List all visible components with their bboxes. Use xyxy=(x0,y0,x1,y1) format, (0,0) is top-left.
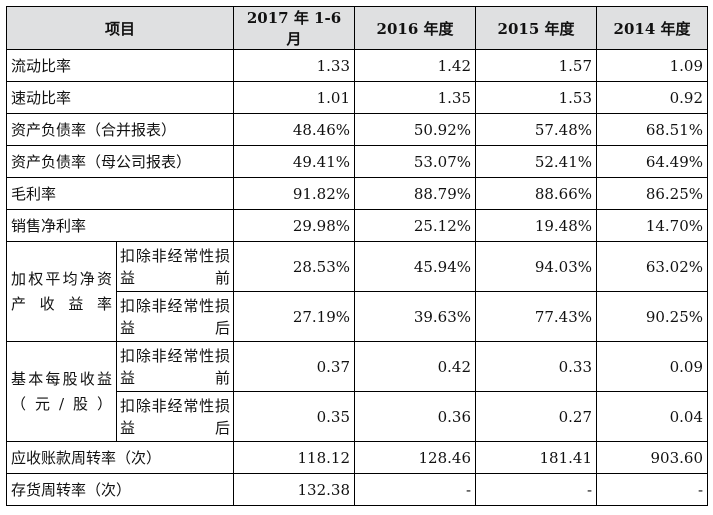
cell-value: 118.12 xyxy=(233,441,356,474)
header-row: 项目 2017 年 1-6 月 2016 年度 2015 年度 2014 年度 xyxy=(5,6,709,50)
row-label: 速动比率 xyxy=(5,81,235,114)
cell-value: 0.09 xyxy=(596,341,709,392)
cell-value: 0.27 xyxy=(475,391,598,442)
cell-value: 1.01 xyxy=(233,81,356,114)
row-label: 应收账款周转率（次） xyxy=(5,441,235,474)
cell-value: 91.82% xyxy=(233,177,356,210)
table-row: 扣除非经常性损益后 27.19% 39.63% 77.43% 90.25% xyxy=(7,291,709,342)
cell-value: 63.02% xyxy=(596,241,709,292)
group-label-roe: 加权平均净资产收益率 xyxy=(6,241,117,342)
cell-value: 52.41% xyxy=(475,145,598,178)
table-row: 资产负债率（母公司报表） 49.41% 53.07% 52.41% 64.49% xyxy=(5,145,709,178)
row-label: 资产负债率（母公司报表） xyxy=(5,145,235,178)
cell-value: 14.70% xyxy=(596,209,709,242)
cell-value: 1.57 xyxy=(475,49,598,82)
table-row: 基本每股收益（元/股） 扣除非经常性损益前 0.37 0.42 0.33 0.0… xyxy=(6,341,709,442)
header-item: 项目 xyxy=(5,6,235,50)
cell-value: 1.42 xyxy=(354,49,477,82)
cell-value: 132.38 xyxy=(233,473,356,506)
group-label-eps: 基本每股收益（元/股） xyxy=(6,341,117,442)
cell-value: 0.92 xyxy=(596,81,709,114)
cell-value: 50.92% xyxy=(354,113,477,146)
cell-value: 88.79% xyxy=(354,177,477,210)
table-row: 存货周转率（次） 132.38 - - - xyxy=(5,473,709,506)
table-row: 应收账款周转率（次） 118.12 128.46 181.41 903.60 xyxy=(5,441,709,474)
cell-value: 88.66% xyxy=(475,177,598,210)
cell-value: 57.48% xyxy=(475,113,598,146)
cell-value: 45.94% xyxy=(354,241,477,292)
header-period: 2016 年度 xyxy=(354,6,477,50)
row-label: 流动比率 xyxy=(5,49,235,82)
table-row: 速动比率 1.01 1.35 1.53 0.92 xyxy=(5,81,709,114)
header-period: 2015 年度 xyxy=(475,6,598,50)
table-row: 加权平均净资产收益率 扣除非经常性损益前 28.53% 45.94% 94.03… xyxy=(6,241,709,342)
cell-value: 53.07% xyxy=(354,145,477,178)
cell-value: 128.46 xyxy=(354,441,477,474)
row-label: 毛利率 xyxy=(5,177,235,210)
cell-value: 90.25% xyxy=(596,291,709,342)
cell-value: - xyxy=(475,473,598,506)
cell-value: - xyxy=(596,473,709,506)
cell-value: 1.35 xyxy=(354,81,477,114)
sub-label: 扣除非经常性损益后 xyxy=(115,391,235,442)
cell-value: 0.37 xyxy=(233,341,356,392)
sub-label: 扣除非经常性损益后 xyxy=(115,291,235,342)
table-row: 毛利率 91.82% 88.79% 88.66% 86.25% xyxy=(5,177,709,210)
row-label: 资产负债率（合并报表） xyxy=(5,113,235,146)
cell-value: 0.33 xyxy=(475,341,598,392)
cell-value: 27.19% xyxy=(233,291,356,342)
sub-label: 扣除非经常性损益前 xyxy=(115,241,235,292)
cell-value: 1.09 xyxy=(596,49,709,82)
cell-value: 39.63% xyxy=(354,291,477,342)
cell-value: - xyxy=(354,473,477,506)
cell-value: 28.53% xyxy=(233,241,356,292)
cell-value: 48.46% xyxy=(233,113,356,146)
cell-value: 0.04 xyxy=(596,391,709,442)
cell-value: 86.25% xyxy=(596,177,709,210)
cell-value: 64.49% xyxy=(596,145,709,178)
header-period: 2017 年 1-6 月 xyxy=(233,6,356,50)
cell-value: 25.12% xyxy=(354,209,477,242)
row-label: 销售净利率 xyxy=(5,209,235,242)
header-period: 2014 年度 xyxy=(596,6,709,50)
cell-value: 181.41 xyxy=(475,441,598,474)
sub-label: 扣除非经常性损益前 xyxy=(115,341,235,392)
cell-value: 0.42 xyxy=(354,341,477,392)
table-row: 资产负债率（合并报表） 48.46% 50.92% 57.48% 68.51% xyxy=(5,113,709,146)
table-row: 扣除非经常性损益后 0.35 0.36 0.27 0.04 xyxy=(7,391,709,442)
cell-value: 29.98% xyxy=(233,209,356,242)
cell-value: 1.53 xyxy=(475,81,598,114)
cell-value: 903.60 xyxy=(596,441,709,474)
row-label: 存货周转率（次） xyxy=(5,473,235,506)
cell-value: 68.51% xyxy=(596,113,709,146)
cell-value: 19.48% xyxy=(475,209,598,242)
cell-value: 49.41% xyxy=(233,145,356,178)
cell-value: 94.03% xyxy=(475,241,598,292)
cell-value: 0.36 xyxy=(354,391,477,442)
cell-value: 1.33 xyxy=(233,49,356,82)
cell-value: 0.35 xyxy=(233,391,356,442)
table-row: 流动比率 1.33 1.42 1.57 1.09 xyxy=(5,49,709,82)
cell-value: 77.43% xyxy=(475,291,598,342)
table-row: 销售净利率 29.98% 25.12% 19.48% 14.70% xyxy=(5,209,709,242)
financial-indicators-table: 项目 2017 年 1-6 月 2016 年度 2015 年度 2014 年度 … xyxy=(5,6,709,506)
